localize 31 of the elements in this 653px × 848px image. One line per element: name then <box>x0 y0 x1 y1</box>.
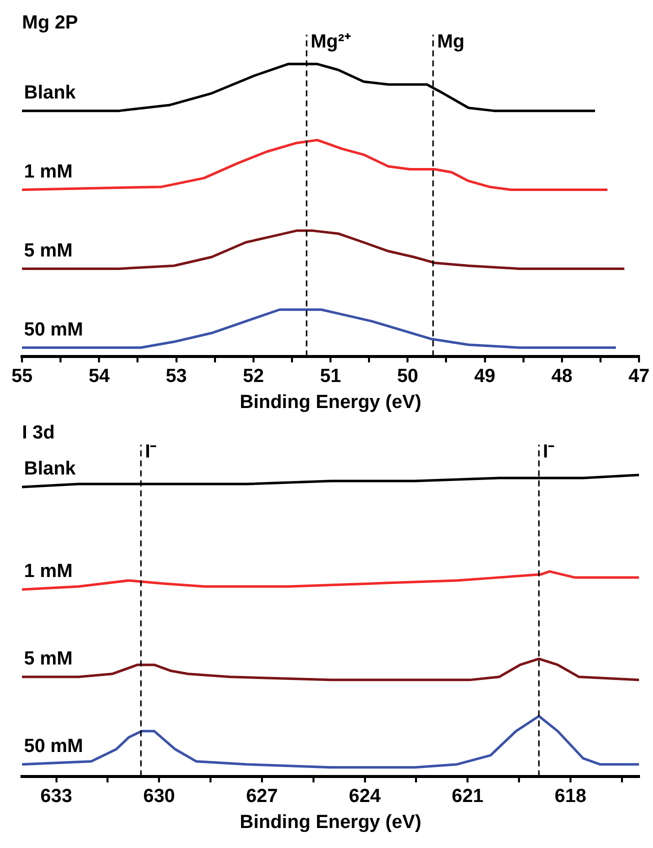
x-tick-label: 47 <box>628 366 650 388</box>
x-tick-label: 55 <box>11 366 33 388</box>
series-label: 1 mM <box>24 161 73 182</box>
series-label: 5 mM <box>24 648 73 670</box>
x-tick-label: 50 <box>397 366 418 388</box>
series-label: 50 mM <box>24 319 84 340</box>
ref-line-label: I⁻ <box>144 442 158 463</box>
series-label: 5 mM <box>24 240 73 262</box>
x-tick-label: 627 <box>246 786 278 808</box>
x-tick-label: 48 <box>551 366 572 388</box>
x-tick-label: 633 <box>40 786 72 808</box>
ref-line-label: I⁻ <box>542 442 556 463</box>
chart-title: Mg 2P <box>22 12 78 34</box>
x-tick-label: 624 <box>348 786 382 808</box>
x-tick-label: 53 <box>166 366 187 388</box>
series-label: Blank <box>24 458 76 480</box>
series-label: 50 mM <box>24 736 84 758</box>
x-tick-label: 618 <box>554 786 586 808</box>
x-tick-label: 52 <box>242 366 264 388</box>
series-label: Blank <box>24 82 76 104</box>
x-tick-label: 49 <box>474 366 496 388</box>
chart-title: I 3d <box>22 422 55 444</box>
x-tick-label: 54 <box>88 366 110 388</box>
ref-line-label: Mg²⁺ <box>310 32 352 53</box>
ref-line-label: Mg <box>437 32 465 53</box>
series-label: 1 mM <box>24 561 73 582</box>
x-tick-label: 621 <box>452 786 484 808</box>
x-tick-label: 51 <box>320 366 342 388</box>
x-axis-title: Binding Energy (eV) <box>240 812 422 833</box>
x-tick-label: 630 <box>143 786 175 808</box>
x-axis-title: Binding Energy (eV) <box>240 392 422 413</box>
